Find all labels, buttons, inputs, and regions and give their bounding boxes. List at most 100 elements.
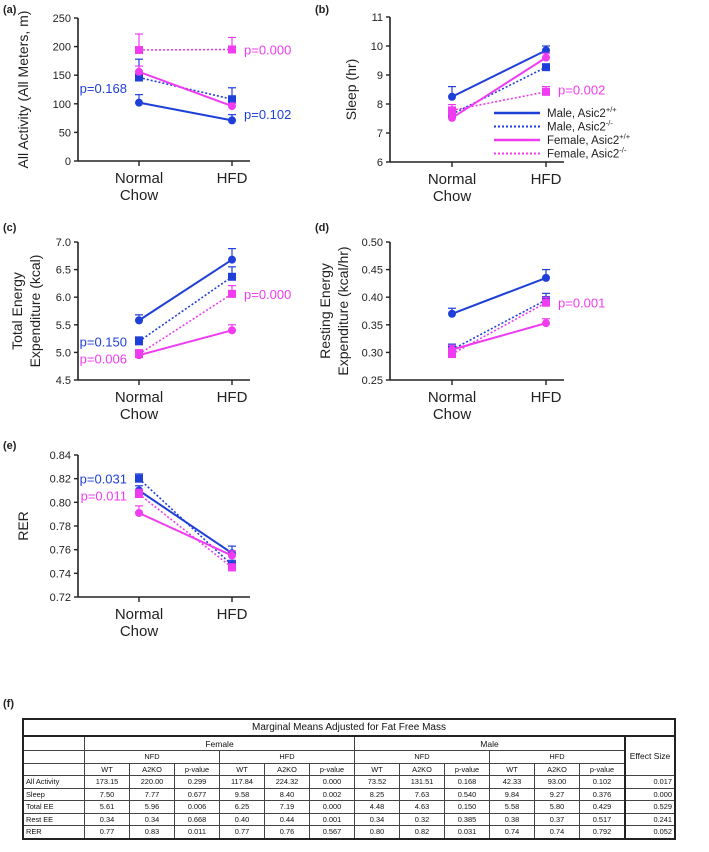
y-tick-label: 9 (377, 70, 383, 82)
subcol-header: WT (489, 762, 535, 776)
table-cell: 0.668 (174, 812, 220, 826)
series-line (138, 70, 233, 108)
series-line (138, 101, 233, 122)
effect-size-cell: 0.000 (624, 787, 676, 801)
x-tick-label: HFD (217, 389, 248, 406)
legend-superscript: +/+ (606, 105, 617, 114)
series-line (451, 66, 547, 115)
row-label: Rest EE (22, 812, 85, 826)
legend-text: Male, Asic2 (547, 108, 606, 120)
y-tick-label: 5.0 (56, 347, 71, 359)
table-cell: 0.76 (264, 825, 310, 839)
table-cell: 0.002 (309, 787, 355, 801)
p-value-annotation: p=0.168 (80, 81, 127, 96)
table-cell: 7.19 (264, 800, 310, 814)
p-value-annotation: p=0.006 (80, 351, 127, 366)
series-line (138, 258, 233, 322)
x-tick-label: Chow (120, 406, 159, 423)
table-cell: 0.83 (129, 825, 175, 839)
p-value-annotation: p=0.000 (244, 287, 291, 302)
table-cell: 0.000 (309, 800, 355, 814)
legend-text: Female, Asic2 (547, 135, 619, 147)
x-tick-label: HFD (531, 171, 562, 188)
data-point-circle (448, 113, 456, 122)
legend-label: Male, Asic2+/+ (547, 105, 617, 120)
table-cell: 0.38 (489, 812, 535, 826)
data-point-square (135, 490, 143, 499)
row-label: RER (22, 825, 85, 839)
legend-text: Female, Asic2 (547, 149, 619, 161)
y-tick-label: 0.72 (50, 592, 71, 604)
table-cell: 0.77 (84, 825, 130, 839)
p-value-annotation: p=0.011 (81, 489, 127, 504)
y-tick-label: 0.80 (50, 497, 71, 509)
subcol-header: WT (354, 762, 400, 776)
series-line (138, 293, 233, 355)
table-cell: 5.61 (84, 800, 130, 814)
data-point-circle (542, 46, 550, 55)
p-value-annotation: p=0.150 (80, 334, 127, 349)
data-point-circle (542, 319, 550, 328)
y-axis-label: Total Energy (9, 272, 25, 350)
table-cell: 5.58 (489, 800, 535, 814)
table-cell: 0.34 (129, 812, 175, 826)
panel-label-b: (b) (315, 4, 330, 16)
group-female: Female (84, 735, 355, 751)
legend-text: Male, Asic2 (547, 122, 606, 134)
legend-label: Male, Asic2-/- (547, 119, 613, 134)
effect-size-cell: 0.529 (624, 800, 676, 814)
series-line (451, 302, 547, 355)
data-point-circle (135, 67, 143, 76)
y-tick-label: 0.74 (50, 568, 71, 580)
table-cell: 0.006 (174, 800, 220, 814)
data-point-circle (135, 316, 143, 325)
series-line (451, 299, 547, 351)
y-axis-label: Sleep (hr) (343, 59, 359, 120)
data-point-circle (228, 326, 236, 335)
data-point-circle (542, 273, 550, 282)
y-tick-label: 4.5 (56, 375, 71, 387)
data-point-circle (135, 508, 143, 517)
table-cell: 0.001 (309, 812, 355, 826)
table-cell: 0.677 (174, 787, 220, 801)
y-tick-label: 0.50 (362, 237, 383, 249)
subcol-header: WT (219, 762, 265, 776)
table-cell: 9.84 (489, 787, 535, 801)
table-cell: 73.52 (354, 775, 400, 789)
y-tick-label: 50 (59, 127, 71, 139)
subcol-header: A2KO (264, 762, 310, 776)
table-row: Rest EE 0.34 0.34 0.668 0.40 0.44 0.001 0.34 0.3… (22, 812, 676, 826)
data-point-square (542, 63, 550, 72)
panel-label-a: (a) (3, 4, 17, 16)
y-axis-label: RER (15, 511, 31, 541)
table-row: Total EE 5.61 5.96 0.006 6.25 7.19 0.000 4.48 4.… (22, 800, 676, 814)
y-tick-label: 6.0 (56, 292, 71, 304)
y-tick-label: 0.45 (362, 265, 383, 277)
series-line (451, 56, 547, 119)
table-cell: 0.168 (444, 775, 490, 789)
row-label: All Activity (22, 775, 85, 789)
table-cell: 7.77 (129, 787, 175, 801)
table-cell: 0.540 (444, 787, 490, 801)
table-cell: 220.00 (129, 775, 175, 789)
data-point-square (228, 95, 236, 104)
effect-size-header: Effect Size (624, 735, 676, 776)
row-label: Sleep (22, 787, 85, 801)
table-cell: 9.27 (534, 787, 580, 801)
group-male: Male (354, 735, 626, 751)
data-point-square (228, 45, 236, 54)
effect-size-cell: 0.017 (624, 775, 676, 789)
diet-header: HFD (489, 750, 626, 764)
x-tick-label: Chow (120, 187, 159, 204)
y-tick-label: 200 (53, 42, 71, 54)
p-value-annotation: p=0.001 (558, 296, 605, 311)
data-point-circle (448, 309, 456, 318)
data-point-square (228, 289, 236, 298)
data-point-circle (228, 551, 236, 560)
series-line (451, 49, 547, 98)
table-cell: 0.299 (174, 775, 220, 789)
y-tick-label: 7.0 (56, 237, 71, 249)
table-cell: 0.385 (444, 812, 490, 826)
y-tick-label: 100 (53, 99, 71, 111)
y-tick-label: 6.5 (56, 265, 71, 277)
